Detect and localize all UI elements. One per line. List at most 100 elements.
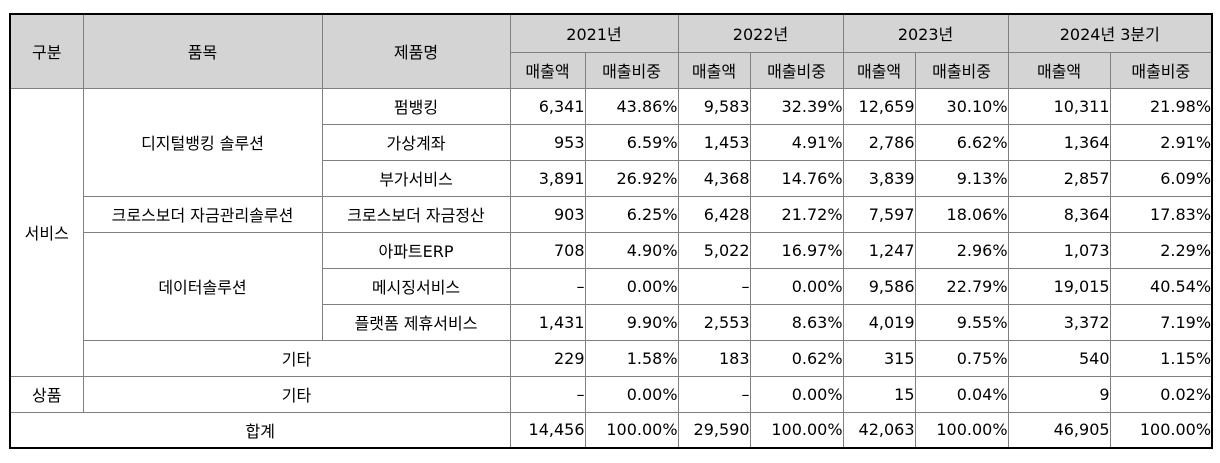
sales-cell: 2,857 [1007,159,1111,197]
share-cell: 18.06% [914,195,1009,233]
table-row: 크로스보더 자금관리솔루션 크로스보더 자금정산 903 6.25% 6,428… [10,195,1213,233]
header-sales-2023: 매출액 [842,51,916,89]
share-cell: 2.29% [1109,231,1213,269]
total-share-cell: 100.00% [749,411,844,449]
total-sales-cell: 14,456 [509,411,586,449]
sales-cell: – [677,375,751,413]
sales-cell: 2,553 [677,303,751,341]
sales-cell: 1,073 [1007,231,1111,269]
sales-cell: – [677,267,751,305]
sales-cell: 540 [1007,339,1111,377]
share-cell: 32.39% [749,87,844,125]
total-label-cell: 합계 [9,411,511,449]
share-cell: 21.98% [1109,87,1213,125]
share-cell: 21.72% [749,195,844,233]
sales-cell: 12,659 [842,87,916,125]
total-sales-cell: 46,905 [1007,411,1111,449]
header-year-2021: 2021년 [509,13,679,53]
sales-cell: 15 [842,375,916,413]
share-cell: 8.63% [749,303,844,341]
sales-cell: 6,341 [509,87,586,125]
product-cell: 가상계좌 [321,123,511,161]
share-cell: 22.79% [914,267,1009,305]
share-cell: 17.83% [1109,195,1213,233]
table-row: 가상계좌 953 6.59% 1,453 4.91% 2,786 6.62% 1… [10,123,1213,161]
item-cell-data-solution: 데이터솔루션 [82,231,323,341]
header-item: 품목 [82,13,323,89]
share-cell: 4.90% [584,231,679,269]
share-cell: 6.09% [1109,159,1213,197]
sales-cell: 315 [842,339,916,377]
total-sales-cell: 42,063 [842,411,916,449]
share-cell: 6.25% [584,195,679,233]
share-cell: 1.58% [584,339,679,377]
product-cell: 아파트ERP [321,231,511,269]
share-cell: 16.97% [749,231,844,269]
product-cell: 펌뱅킹 [321,87,511,125]
share-cell: 9.55% [914,303,1009,341]
sales-cell: 953 [509,123,586,161]
header-row-measures: 매출액 매출비중 매출액 매출비중 매출액 매출비중 매출액 매출비중 [10,51,1213,89]
sales-cell: 229 [509,339,586,377]
item-cell-digital-banking: 디지털뱅킹 솔루션 [82,87,323,197]
product-cell: 부가서비스 [321,159,511,197]
revenue-table-container: 구분 품목 제품명 2021년 2022년 2023년 2024년 3분기 매출… [9,13,1214,449]
header-share-2024q3: 매출비중 [1109,51,1213,89]
header-sales-2022: 매출액 [677,51,751,89]
share-cell: 14.76% [749,159,844,197]
revenue-by-product-table: 구분 품목 제품명 2021년 2022년 2023년 2024년 3분기 매출… [9,13,1214,449]
sales-cell: 1,431 [509,303,586,341]
product-cell: 플랫폼 제휴서비스 [321,303,511,341]
header-share-2023: 매출비중 [914,51,1009,89]
share-cell: 6.62% [914,123,1009,161]
sales-cell: 1,453 [677,123,751,161]
sales-cell: 4,019 [842,303,916,341]
share-cell: 26.92% [584,159,679,197]
share-cell: 0.00% [749,267,844,305]
table-header: 구분 품목 제품명 2021년 2022년 2023년 2024년 3분기 매출… [9,13,1213,89]
item-cell-crossborder: 크로스보더 자금관리솔루션 [82,195,323,233]
total-share-cell: 100.00% [1109,411,1213,449]
table-row: 서비스 디지털뱅킹 솔루션 펌뱅킹 6,341 43.86% 9,583 32.… [9,87,1213,377]
share-cell: 1.15% [1109,339,1213,377]
header-share-2022: 매출비중 [749,51,844,89]
share-cell: 4.91% [749,123,844,161]
sales-cell: 9,583 [677,87,751,125]
share-cell: 40.54% [1109,267,1213,305]
share-cell: 0.00% [584,267,679,305]
share-cell: 7.19% [1109,303,1213,341]
table-row: 부가서비스 3,891 26.92% 4,368 14.76% 3,839 9.… [10,159,1213,197]
share-cell: 0.00% [749,375,844,413]
header-sales-2021: 매출액 [509,51,586,89]
sales-cell: 9 [1007,375,1111,413]
share-cell: 30.10% [914,87,1009,125]
sales-cell: 1,247 [842,231,916,269]
sales-cell: 5,022 [677,231,751,269]
share-cell: 0.75% [914,339,1009,377]
sales-cell: 183 [677,339,751,377]
sales-cell: 9,586 [842,267,916,305]
sales-cell: 7,597 [842,195,916,233]
share-cell: 43.86% [584,87,679,125]
sales-cell: 6,428 [677,195,751,233]
total-share-cell: 100.00% [584,411,679,449]
share-cell: 9.13% [914,159,1009,197]
sales-cell: – [509,267,586,305]
sales-cell: 2,786 [842,123,916,161]
sales-cell: 1,364 [1007,123,1111,161]
category-cell-goods: 상품 [9,375,84,413]
share-cell: 9.90% [584,303,679,341]
share-cell: 0.02% [1109,375,1213,413]
product-cell: 크로스보더 자금정산 [321,195,511,233]
product-cell: 메시징서비스 [321,267,511,305]
table-row: 상품 기타 – 0.00% – 0.00% 15 0.04% 9 0.02% [9,375,1213,413]
share-cell: 0.00% [584,375,679,413]
header-product-name: 제품명 [321,13,511,89]
share-cell: 0.62% [749,339,844,377]
share-cell: 0.04% [914,375,1009,413]
header-year-2024q3: 2024년 3분기 [1007,13,1213,53]
table-body: 서비스 디지털뱅킹 솔루션 펌뱅킹 6,341 43.86% 9,583 32.… [9,87,1213,449]
sales-cell: 903 [509,195,586,233]
share-cell: 2.91% [1109,123,1213,161]
header-row-years: 구분 품목 제품명 2021년 2022년 2023년 2024년 3분기 [9,13,1213,89]
